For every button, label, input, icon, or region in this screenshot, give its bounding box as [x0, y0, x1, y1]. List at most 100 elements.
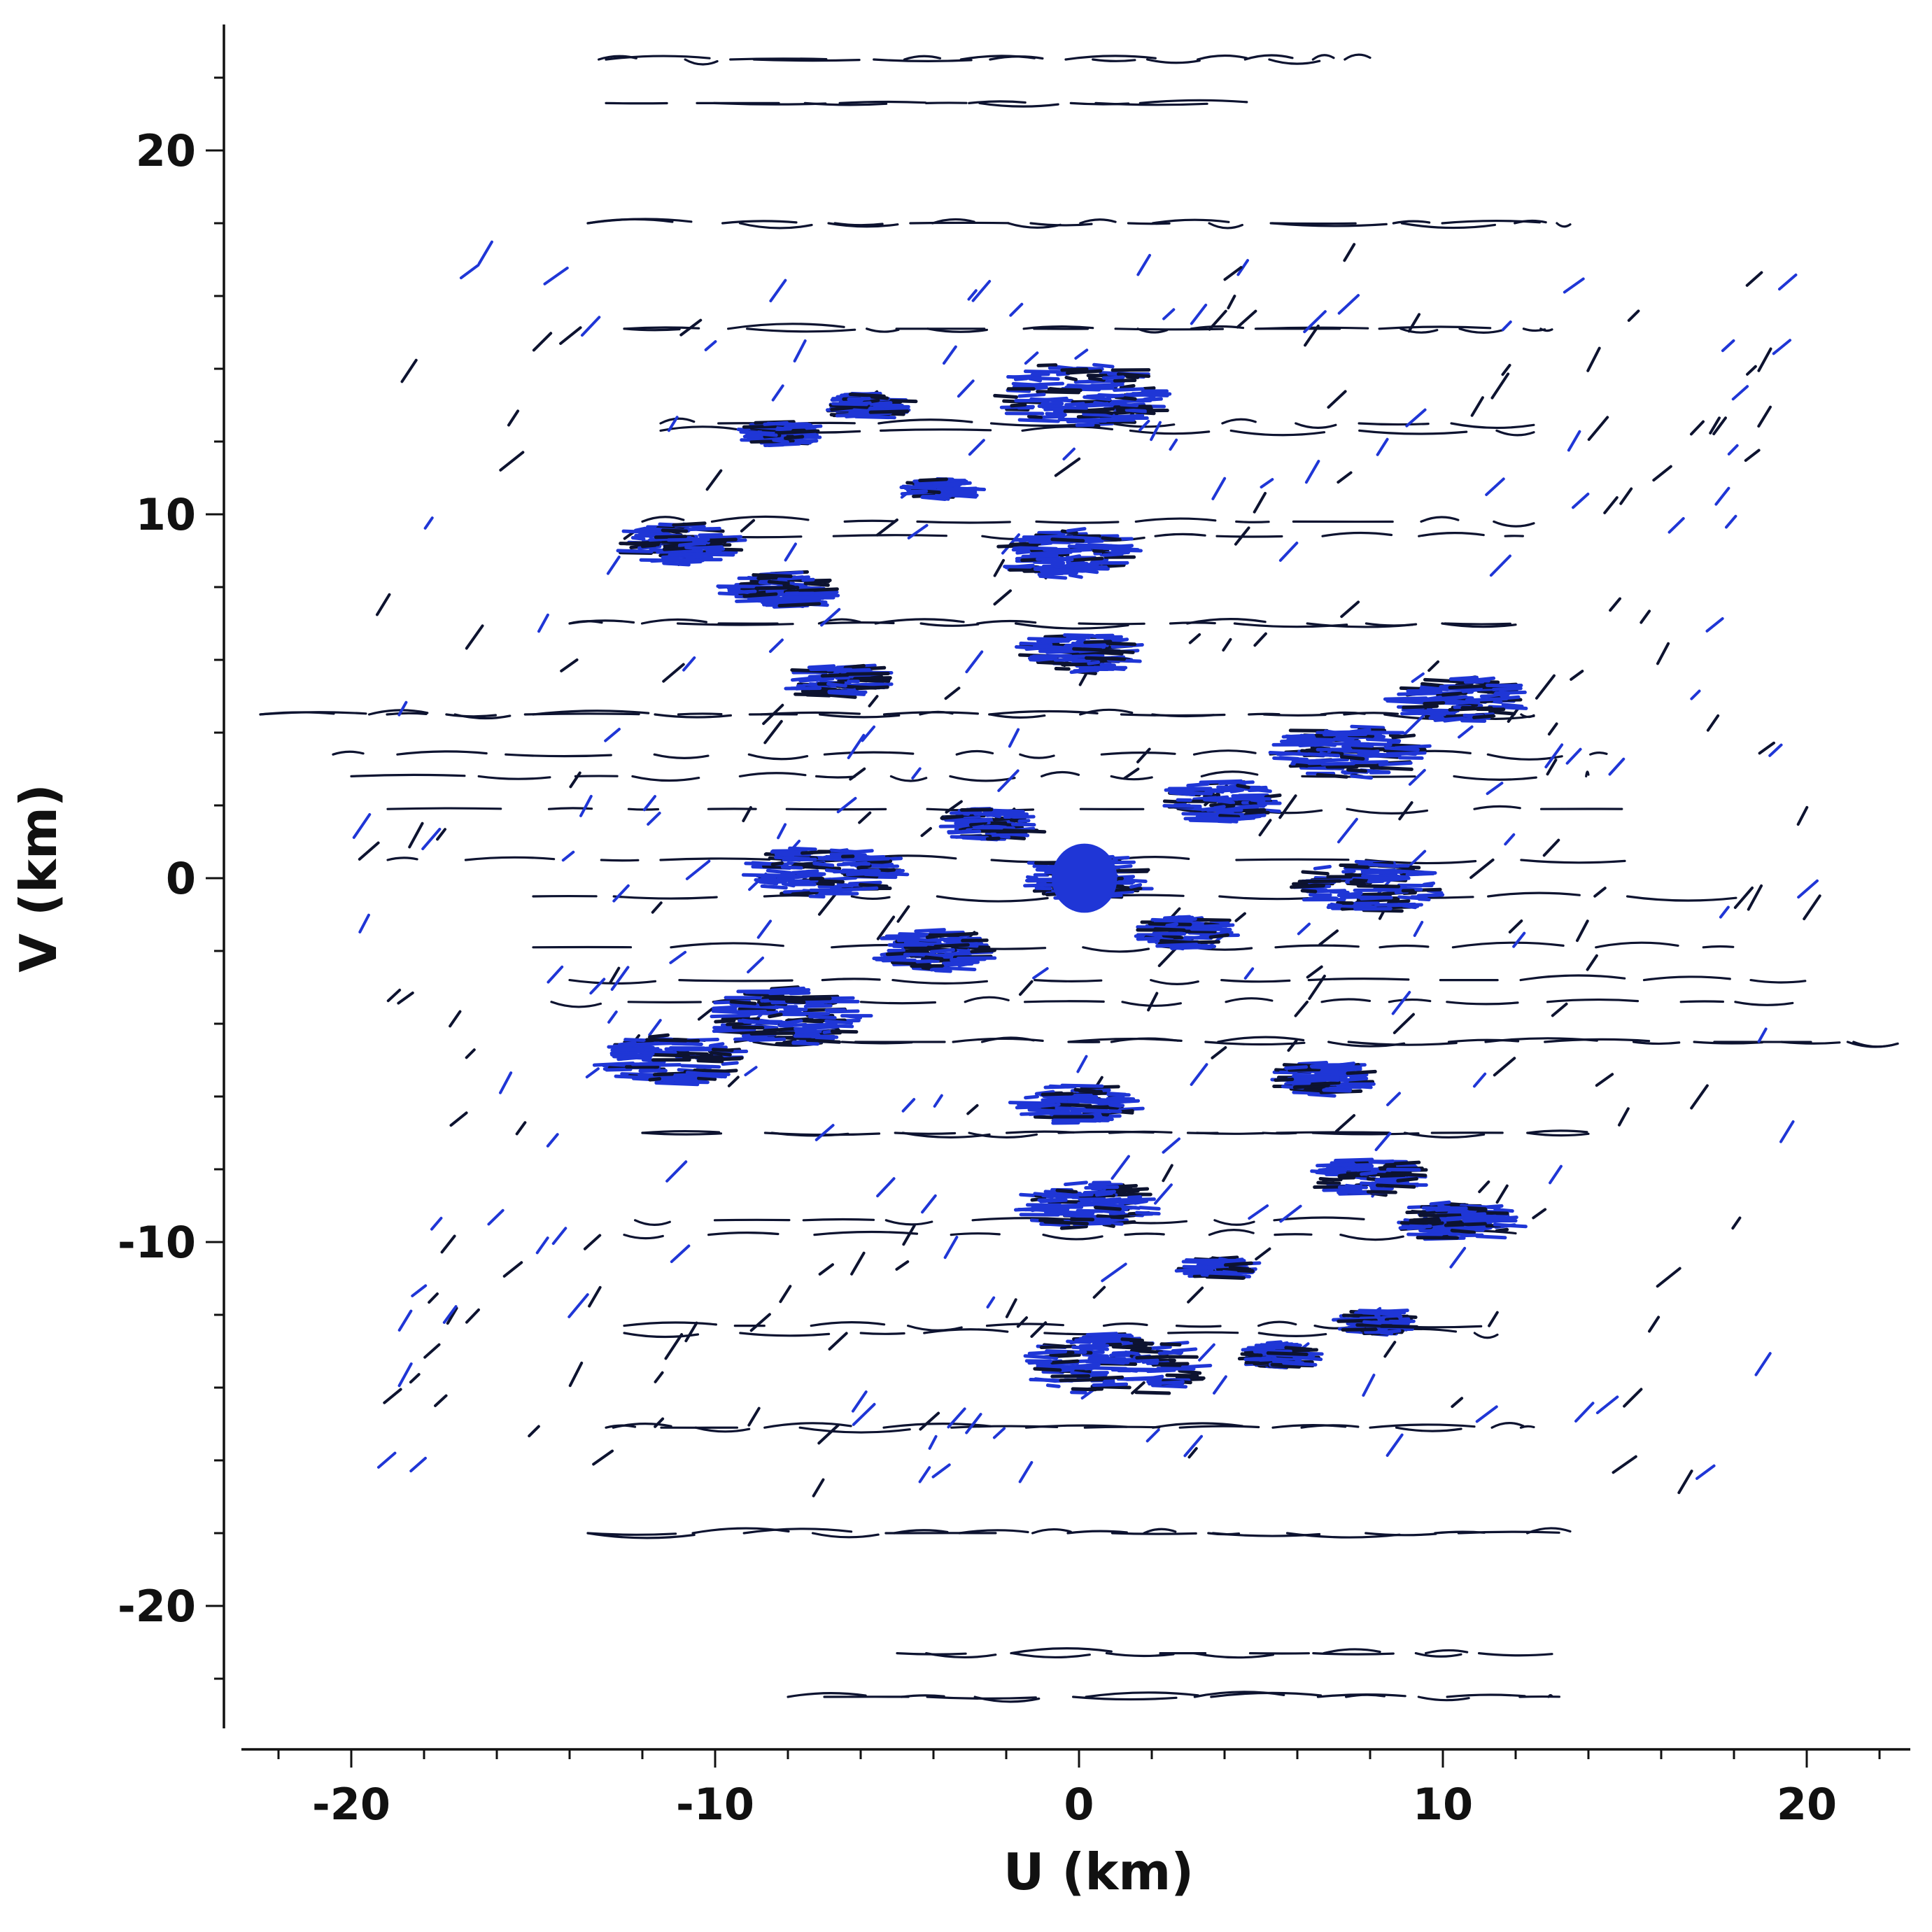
uv-track-segment [978, 101, 1059, 108]
uv-track-segment [1273, 1216, 1365, 1222]
uv-cluster-stroke [1071, 1387, 1097, 1392]
y-tick-label: 20 [136, 125, 196, 176]
uv-track-segment [850, 895, 891, 900]
x-axis-ticks: -20 -10 0 10 20 [277, 1749, 1881, 1830]
uv-track-segment [1200, 770, 1259, 777]
uv-baseline-segment [561, 850, 575, 862]
uv-cluster [736, 420, 823, 448]
uv-baseline-segment [1754, 1352, 1772, 1376]
uv-baseline-segment [1677, 1469, 1693, 1495]
uv-track-segment [884, 1219, 933, 1226]
uv-baseline-segment [1449, 1246, 1467, 1269]
uv-track [586, 218, 1572, 230]
uv-cluster-stroke [1040, 569, 1053, 574]
uv-cluster-stroke [1068, 1362, 1101, 1369]
uv-cluster-stroke [1064, 375, 1078, 381]
uv-track-segment [605, 55, 711, 61]
uv-cluster [996, 527, 1143, 580]
uv-baseline-segment [779, 1285, 792, 1304]
uv-cluster-stroke [1059, 1377, 1104, 1383]
uv-track-segment [819, 713, 901, 719]
uv-cluster-stroke [1375, 1183, 1416, 1189]
uv-track-segment [1271, 1423, 1347, 1429]
uv-cluster-stroke [1125, 374, 1140, 379]
uv-track-segment [1365, 1532, 1437, 1537]
uv-track-segment [950, 1232, 1001, 1236]
uv-cluster-stroke [950, 835, 989, 840]
uv-cluster-stroke [1062, 1095, 1098, 1101]
uv-cluster-stroke [1240, 1352, 1260, 1357]
uv-track-segment [916, 520, 1011, 524]
uv-cluster-stroke [918, 477, 948, 483]
uv-cluster-stroke [1024, 1094, 1040, 1100]
uv-baseline-segment [742, 805, 752, 823]
uv-track-segment [1339, 1234, 1404, 1241]
uv-cluster-stroke [761, 876, 775, 881]
uv-baseline-segment [1236, 259, 1250, 276]
uv-track-segment [1220, 979, 1291, 983]
uv-cluster-stroke [778, 1022, 808, 1028]
uv-cluster-stroke [1265, 1340, 1283, 1345]
uv-baseline-segment [1705, 617, 1724, 633]
uv-cluster-stroke [1033, 1367, 1062, 1372]
uv-track-segment [332, 750, 365, 756]
uv-track-segment [1539, 327, 1553, 332]
uv-baseline-segment [1586, 954, 1598, 971]
uv-cluster-stroke [662, 561, 691, 567]
uv-baseline-segment [828, 1332, 848, 1351]
uv-track-segment [641, 516, 685, 523]
uv-cluster-stroke [1401, 707, 1434, 714]
uv-baseline-segment [421, 827, 442, 851]
uv-track-segment [1120, 713, 1226, 717]
uv-baseline-segment [1405, 408, 1427, 428]
uv-cluster-stroke [1274, 1077, 1295, 1083]
uv-track-segment [1425, 1649, 1469, 1655]
uv-cluster-stroke [784, 1019, 803, 1025]
uv-baseline-segment [1485, 477, 1505, 496]
uv-cluster-stroke [1029, 655, 1055, 661]
uv-cluster-stroke [1364, 870, 1404, 875]
uv-cluster [1397, 1200, 1528, 1241]
uv-baseline-segment [1593, 887, 1607, 898]
uv-baseline-segment [1796, 805, 1809, 826]
uv-cluster [1134, 915, 1241, 951]
uv-cluster-stroke [780, 865, 803, 870]
uv-cluster-stroke [1310, 1169, 1347, 1175]
uv-baseline-segment [1551, 1002, 1568, 1017]
uv-track-segment [1078, 622, 1145, 626]
uv-baseline-segment [1308, 974, 1326, 1001]
uv-baseline-segment [861, 725, 876, 742]
uv-cluster-stroke [1162, 933, 1184, 940]
uv-track-segment [859, 1332, 905, 1335]
uv-cluster-stroke [767, 443, 785, 448]
uv-cluster [825, 391, 918, 420]
uv-track-segment [1295, 422, 1337, 429]
uv-baseline-segment [812, 1478, 825, 1497]
uv-baseline-segment [1318, 929, 1339, 946]
uv-track-segment [1207, 1532, 1241, 1536]
uv-cluster-stroke [721, 1056, 744, 1062]
uv-cluster-stroke [1319, 738, 1337, 744]
uv-cluster-stroke [868, 870, 899, 877]
uv-cluster-stroke [1292, 1355, 1323, 1362]
uv-cluster-stroke [952, 957, 987, 961]
uv-track-segment [640, 618, 708, 625]
uv-track-segment [623, 1321, 717, 1327]
uv-track-segment [712, 101, 827, 106]
uv-baseline-segment [434, 1394, 448, 1407]
uv-cluster-stroke [1332, 737, 1353, 743]
uv-cluster-stroke [1036, 363, 1058, 367]
uv-baseline-segment [1768, 743, 1783, 757]
uv-cluster-stroke [933, 943, 970, 949]
uv-cluster-stroke [1202, 816, 1242, 821]
uv-cluster-stroke [630, 535, 646, 541]
uv-cluster-stroke [1472, 714, 1495, 719]
uv-cluster-stroke [1351, 746, 1386, 752]
uv-baseline-segment [1603, 496, 1619, 514]
uv-cluster-stroke [1068, 573, 1083, 579]
uv-cluster-stroke [843, 663, 866, 670]
uv-baseline-segment [1549, 1164, 1563, 1185]
uv-baseline-segment [1570, 670, 1584, 681]
uv-track-segment [1022, 325, 1094, 330]
uv-cluster-stroke [791, 890, 819, 896]
